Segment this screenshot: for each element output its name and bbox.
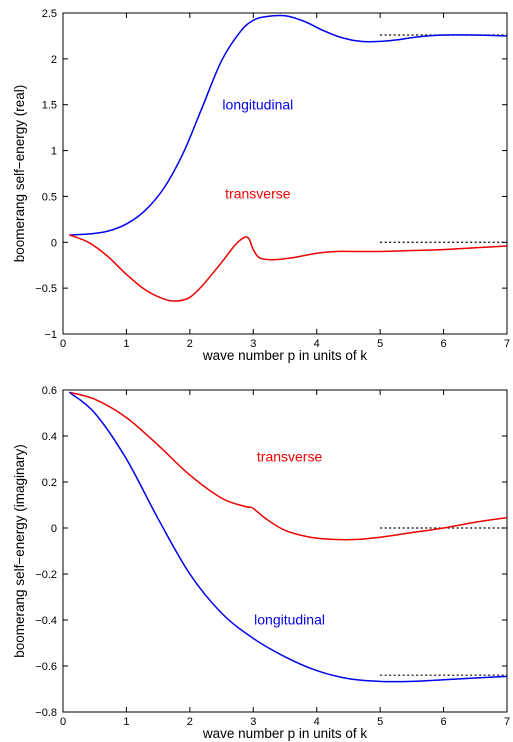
y-tick-label: −0.4	[35, 615, 57, 627]
x-tick-label: 7	[504, 716, 510, 728]
y-axis-title: boomerang self−energy (imaginary)	[12, 444, 27, 657]
x-tick-label: 0	[60, 338, 66, 350]
y-tick-label: 0.6	[42, 385, 57, 397]
plot-frame	[62, 389, 508, 713]
x-tick-label: 6	[441, 716, 447, 728]
y-tick-label: −0.8	[35, 707, 57, 719]
longitudinal-label: longitudinal	[222, 96, 293, 112]
x-tick-label: 3	[250, 716, 256, 728]
longitudinal-label: longitudinal	[254, 612, 325, 628]
plot-frame	[62, 12, 508, 335]
y-tick-label: 0.4	[42, 431, 57, 443]
x-tick-label: 7	[504, 338, 510, 350]
real-part-panel: 0 1 2 3 4 5 6 7 −1 −0.5 0 0.5 1 1.5 2 2.5 wave number p …	[12, 8, 510, 363]
x-tick-label: 6	[441, 338, 447, 350]
y-tick-label: −0.2	[35, 569, 57, 581]
y-tick-label: −0.6	[35, 661, 57, 673]
x-tick-label: 2	[187, 338, 193, 350]
x-tick-label: 3	[250, 338, 256, 350]
x-axis-title: wave number p in units of k	[202, 348, 368, 363]
y-tick-label: −0.5	[35, 283, 57, 295]
y-tick-label: 2	[51, 54, 57, 66]
y-tick-label: 0.5	[42, 191, 57, 203]
y-tick-label: 0	[51, 523, 57, 535]
y-tick-label: 0	[51, 237, 57, 249]
y-axis-title: boomerang self−energy (real)	[12, 85, 27, 262]
y-tick-label: 2.5	[42, 8, 57, 20]
imaginary-part-panel: 0 1 2 3 4 5 6 7 −0.8 −0.6 −0.4 −0.2 0 0.2 0.4 0.6 wave n…	[12, 385, 510, 741]
transverse-label: transverse	[257, 448, 323, 464]
x-tick-label: 4	[314, 338, 320, 350]
y-tick-label: 1.5	[42, 100, 57, 112]
x-tick-label: 1	[123, 338, 129, 350]
x-tick-label: 5	[377, 716, 383, 728]
x-tick-label: 4	[314, 716, 320, 728]
longitudinal-curve	[68, 391, 508, 683]
longitudinal-curve	[69, 14, 508, 236]
x-axis-title: wave number p in units of k	[202, 726, 368, 741]
y-tick-label: −1	[44, 329, 57, 341]
transverse-label: transverse	[225, 185, 291, 201]
y-tick-label: 1	[51, 146, 57, 158]
transverse-curve	[69, 391, 508, 541]
x-tick-label: 0	[60, 716, 66, 728]
x-tick-label: 2	[187, 716, 193, 728]
y-tick-label: 0.2	[42, 477, 57, 489]
x-tick-label: 1	[123, 716, 129, 728]
x-tick-label: 5	[377, 338, 383, 350]
transverse-curve	[69, 234, 508, 302]
